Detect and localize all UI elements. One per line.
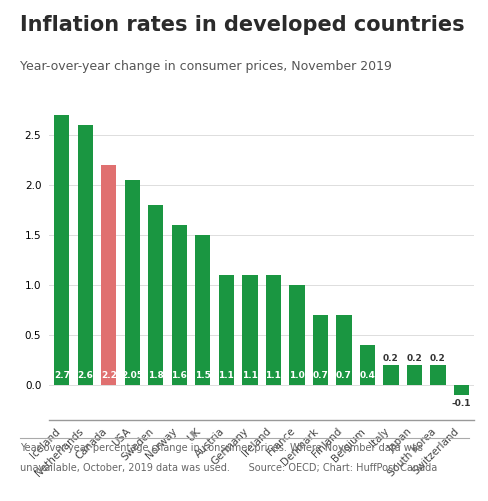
Text: -0.1: -0.1 [451, 399, 470, 408]
Bar [336, 315, 351, 385]
Text: 1.0: 1.0 [288, 371, 304, 380]
Text: 1.8: 1.8 [147, 371, 163, 380]
Bar [383, 365, 398, 385]
Text: Year-over-year change in consumer prices, November 2019: Year-over-year change in consumer prices… [20, 60, 390, 73]
Bar [54, 115, 69, 385]
Bar [265, 275, 281, 385]
Text: Inflation rates in developed countries: Inflation rates in developed countries [20, 15, 463, 35]
Bar [429, 365, 445, 385]
Bar [453, 385, 468, 395]
Bar [288, 285, 304, 385]
Bar [218, 275, 234, 385]
Text: unavailable, October, 2019 data was used.      Source: OECD; Chart: HuffPost Can: unavailable, October, 2019 data was used… [20, 463, 436, 473]
Text: 1.1: 1.1 [242, 371, 257, 380]
Text: 2.05: 2.05 [121, 371, 143, 380]
Bar [406, 365, 421, 385]
Bar [171, 225, 186, 385]
Text: 1.1: 1.1 [218, 371, 234, 380]
Text: 2.7: 2.7 [54, 371, 70, 380]
Bar [312, 315, 327, 385]
Text: 0.4: 0.4 [359, 371, 375, 380]
Bar [148, 205, 163, 385]
Bar [101, 165, 116, 385]
Bar [195, 235, 210, 385]
Bar [78, 125, 93, 385]
Text: 1.6: 1.6 [171, 371, 187, 380]
Bar [359, 345, 374, 385]
Text: 1.5: 1.5 [195, 371, 210, 380]
Bar [124, 180, 140, 385]
Text: 0.2: 0.2 [382, 354, 398, 363]
Text: 0.7: 0.7 [312, 371, 327, 380]
Text: 0.2: 0.2 [406, 354, 422, 363]
Text: 2.2: 2.2 [101, 371, 117, 380]
Text: 0.7: 0.7 [335, 371, 351, 380]
Text: 1.1: 1.1 [265, 371, 281, 380]
Text: 2.6: 2.6 [77, 371, 93, 380]
Text: Year-over-year percentage change in consumer prices. Where November data was: Year-over-year percentage change in cons… [20, 443, 422, 453]
Text: 0.2: 0.2 [429, 354, 445, 363]
Bar [242, 275, 257, 385]
